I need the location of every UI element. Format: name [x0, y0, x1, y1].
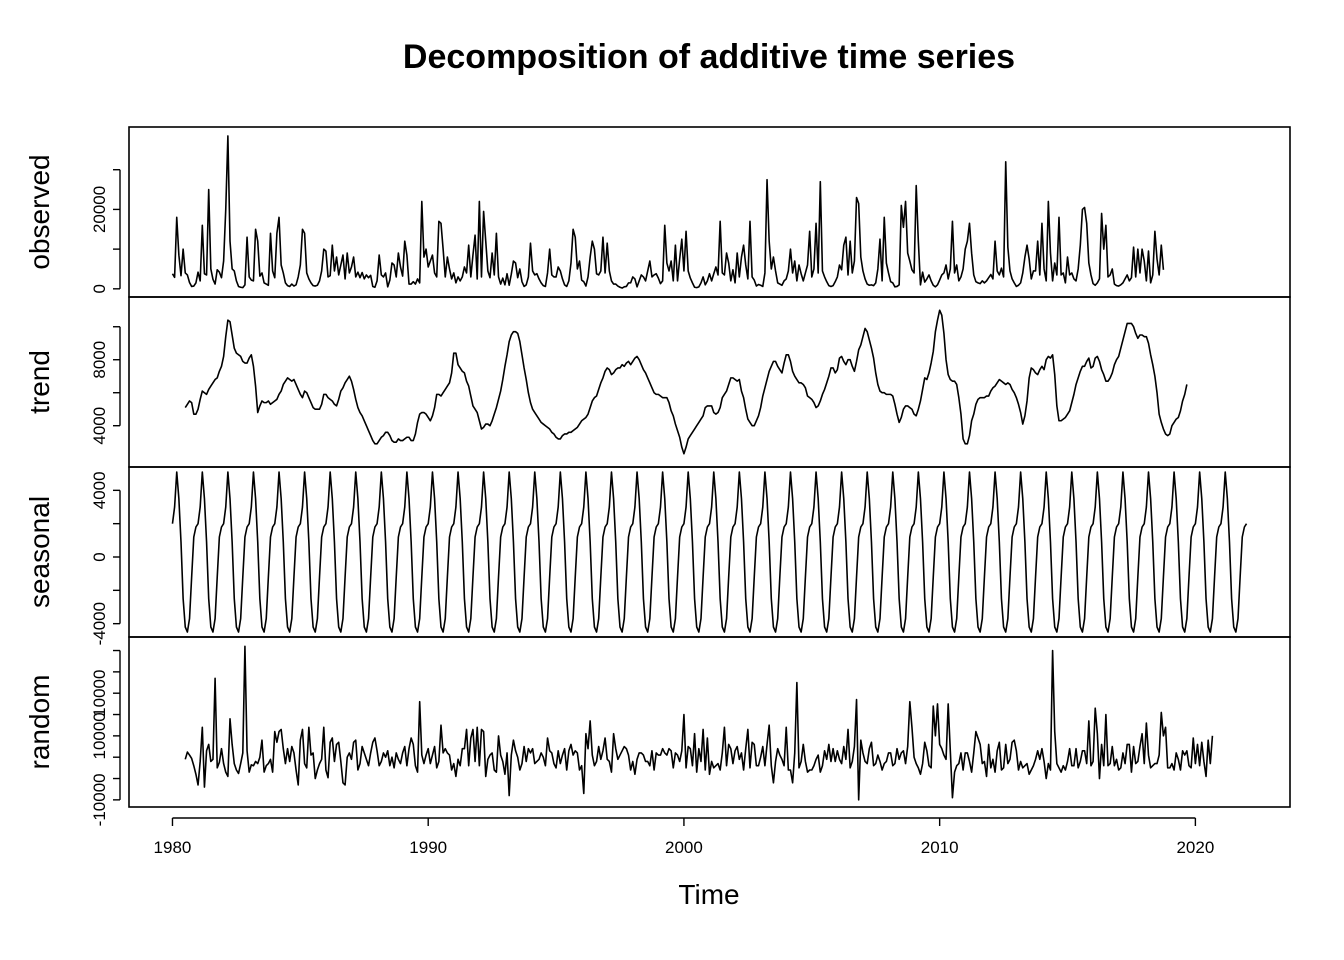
x-tick-label: 1980 — [154, 838, 192, 857]
series-line-observed — [171, 135, 1165, 289]
panel-frame-random — [128, 636, 1291, 808]
x-axis-title: Time — [678, 879, 739, 910]
y-tick-label: 0 — [90, 284, 109, 293]
panel-frame-observed — [128, 126, 1291, 298]
series-line-seasonal — [171, 471, 1248, 633]
y-tick-label: 10000 — [90, 712, 109, 759]
y-tick-label: 10000 — [90, 670, 109, 717]
y-axis-observed: 0 20000 — [90, 169, 121, 294]
y-tick-label: -4000 — [90, 602, 109, 645]
x-axis: 1980 1990 2000 2010 2020 — [154, 817, 1214, 857]
panel-observed: observed 0 20000 — [24, 126, 1291, 298]
series-line-random — [184, 645, 1214, 801]
y-tick-label: 8000 — [90, 341, 109, 379]
y-tick-label: 20000 — [90, 186, 109, 233]
chart-title: Decomposition of additive time series — [403, 38, 1015, 76]
x-tick-label: 1990 — [409, 838, 447, 857]
y-tick-label: 4000 — [90, 471, 109, 509]
panel-trend: trend 4000 8000 — [24, 296, 1291, 468]
panel-frame-trend — [128, 296, 1291, 468]
y-tick-label: 4000 — [90, 407, 109, 445]
series-line-trend — [184, 309, 1188, 455]
y-axis-trend: 4000 8000 — [90, 326, 121, 445]
y-tick-label: 0 — [90, 552, 109, 561]
y-tick-label: -10000 — [90, 773, 109, 826]
panel-seasonal: seasonal -4000 0 4000 — [24, 466, 1291, 645]
x-tick-label: 2020 — [1176, 838, 1214, 857]
ylabel-observed: observed — [24, 154, 55, 269]
x-tick-label: 2000 — [665, 838, 703, 857]
ylabel-seasonal: seasonal — [24, 496, 55, 608]
ylabel-trend: trend — [24, 350, 55, 414]
ylabel-random: random — [24, 675, 55, 770]
y-axis-seasonal: -4000 0 4000 — [90, 471, 121, 645]
x-tick-label: 2010 — [921, 838, 959, 857]
